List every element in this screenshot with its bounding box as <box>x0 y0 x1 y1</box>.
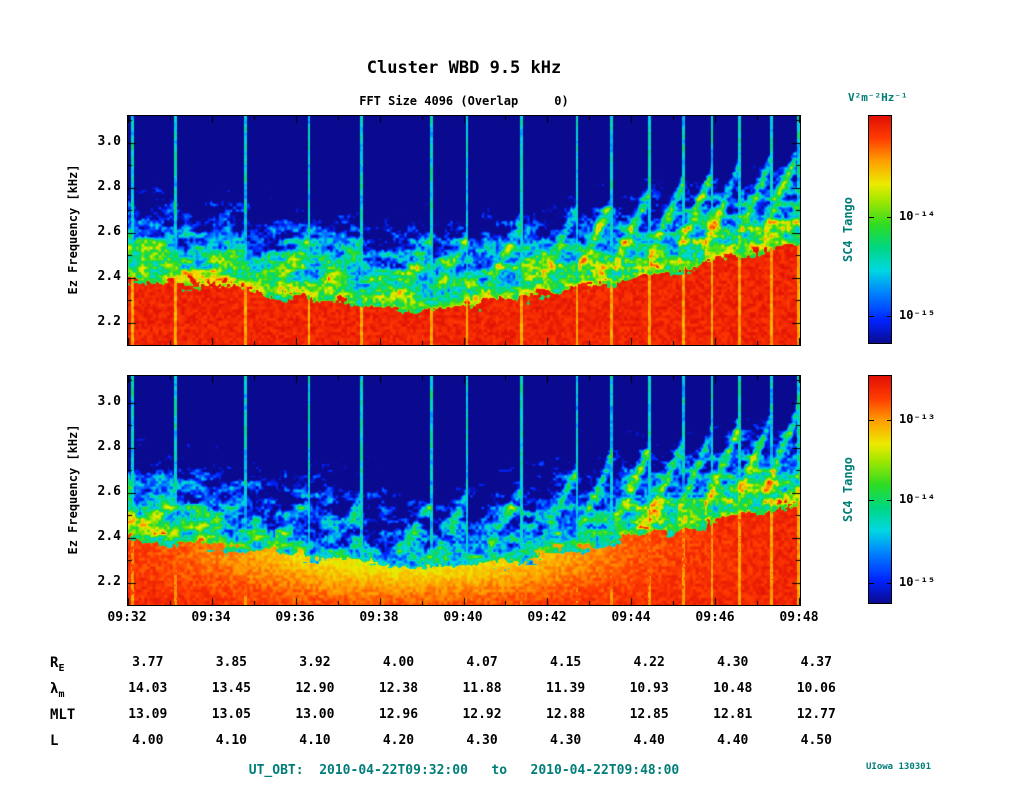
colorbar-tick-label: 10⁻¹⁴ <box>899 491 936 506</box>
ephemeris-value: 12.81 <box>713 707 753 722</box>
y-tick-label: 2.4 <box>97 528 121 544</box>
ephemeris-value: 14.03 <box>128 681 168 696</box>
ephemeris-value: 4.20 <box>382 733 415 748</box>
ephemeris-value: 4.10 <box>215 733 247 748</box>
ephemeris-value: 12.38 <box>378 681 419 696</box>
ephemeris-value: 10.93 <box>629 681 669 696</box>
y-tick-label: 2.6 <box>97 483 121 499</box>
ephemeris-value: 12.77 <box>796 707 836 722</box>
ephemeris-value: 12.96 <box>378 707 419 722</box>
y-tick-label: 3.0 <box>97 393 121 409</box>
ephemeris-value: 13.45 <box>211 681 251 696</box>
colorbar-tick-label: 10⁻¹⁴ <box>899 208 936 223</box>
ephemeris-row-label-1: λm <box>50 681 65 700</box>
colorbar-units-label: V²m⁻²Hz⁻¹ <box>848 91 908 104</box>
x-tick-label: 09:36 <box>275 610 315 625</box>
ephemeris-value: 11.88 <box>462 681 502 696</box>
colorbar-bottom <box>868 375 892 604</box>
y-tick-label: 2.2 <box>97 573 121 589</box>
y-tick-label: 2.4 <box>97 268 121 284</box>
colorbar-tick-label: 10⁻¹⁵ <box>899 575 936 590</box>
x-tick-label: 09:48 <box>779 610 819 625</box>
ephemeris-value: 11.39 <box>546 681 586 696</box>
ephemeris-value: 3.92 <box>299 655 331 670</box>
ephemeris-row-label-0: RE <box>50 655 65 674</box>
credit-stamp: UIowa 130301 <box>866 762 932 772</box>
ephemeris-row: 3.77 3.85 3.92 4.00 4.07 4.15 4.22 4.30 4.37 <box>106 655 858 670</box>
ephemeris-row-label-3: L <box>50 733 59 749</box>
colorbar-tick-mark <box>869 419 874 421</box>
y-tick-label: 2.8 <box>97 178 121 194</box>
y-axis-title-top: Ez Frequency [kHz] <box>66 164 80 295</box>
ephemeris-value: 4.30 <box>549 733 582 748</box>
x-tick-label: 09:34 <box>191 610 231 625</box>
colorbar-tick-mark <box>869 499 874 501</box>
ephemeris-value: 4.40 <box>633 733 665 748</box>
ephemeris-row: 14.03 13.45 12.90 12.38 11.88 11.39 10.93 10.48… <box>106 681 858 696</box>
colorbar-tick-mark <box>887 216 892 218</box>
ephemeris-value: 12.90 <box>295 681 335 696</box>
ephemeris-value: 4.00 <box>132 733 164 748</box>
colorbar-tick-label: 10⁻¹⁵ <box>899 307 936 322</box>
colorbar-tick-mark <box>887 583 892 585</box>
spacecraft-label-top: SC4 Tango <box>841 196 855 263</box>
ephemeris-row: 4.00 4.10 4.10 4.20 4.30 4.30 4.40 4.40 4.50 <box>106 733 858 748</box>
ephemeris-value: 10.06 <box>796 681 836 696</box>
ephemeris-value: 12.92 <box>462 707 502 722</box>
colorbar-tick-label: 10⁻¹³ <box>899 411 936 426</box>
fft-info-subtitle: FFT Size 4096 (Overlap 0) <box>359 94 569 108</box>
ephemeris-value: 13.09 <box>128 707 168 722</box>
x-tick-label: 09:32 <box>107 610 147 625</box>
ephemeris-value: 4.15 <box>549 655 582 670</box>
ephemeris-value: 13.05 <box>211 707 251 722</box>
ephemeris-value: 3.77 <box>132 655 164 670</box>
y-tick-label: 2.2 <box>97 313 121 329</box>
spacecraft-label-bottom: SC4 Tango <box>841 456 855 523</box>
ephemeris-value: 13.00 <box>295 707 335 722</box>
colorbar-tick-mark <box>869 216 874 218</box>
y-tick-label: 3.0 <box>97 133 121 149</box>
colorbar-tick-mark <box>887 315 892 317</box>
ephemeris-value: 12.88 <box>546 707 586 722</box>
y-axis-title-bottom: Ez Frequency [kHz] <box>66 424 80 555</box>
ephemeris-value: 4.30 <box>717 655 749 670</box>
ephemeris-value: 4.07 <box>466 655 498 670</box>
x-tick-label: 09:42 <box>527 610 567 625</box>
colorbar-tick-mark <box>887 419 892 421</box>
page-title: Cluster WBD 9.5 kHz <box>366 58 562 78</box>
colorbar-tick-mark <box>887 499 892 501</box>
spectrogram-canvas-bottom <box>127 375 801 606</box>
colorbar-tick-mark <box>869 583 874 585</box>
x-tick-label: 09:44 <box>611 610 651 625</box>
ephemeris-value: 4.40 <box>717 733 749 748</box>
ephemeris-value: 3.85 <box>215 655 247 670</box>
x-tick-label: 09:46 <box>695 610 735 625</box>
ut-obt-range: UT_OBT: 2010-04-22T09:32:00 to 2010-04-2… <box>248 763 680 778</box>
spectrogram-canvas-top <box>127 115 801 346</box>
ephemeris-value: 4.22 <box>633 655 665 670</box>
ephemeris-value: 4.50 <box>800 733 832 748</box>
ephemeris-row: 13.09 13.05 13.00 12.96 12.92 12.88 12.85 12.81… <box>106 707 858 722</box>
x-tick-label: 09:40 <box>443 610 483 625</box>
colorbar-tick-mark <box>869 315 874 317</box>
ephemeris-value: 4.30 <box>466 733 498 748</box>
y-tick-label: 2.6 <box>97 223 121 239</box>
ephemeris-value: 4.37 <box>800 655 832 670</box>
y-tick-label: 2.8 <box>97 438 121 454</box>
ephemeris-value: 4.10 <box>299 733 331 748</box>
x-tick-label: 09:38 <box>359 610 399 625</box>
ephemeris-value: 12.85 <box>629 707 669 722</box>
ephemeris-row-label-2: MLT <box>50 707 76 723</box>
colorbar-top <box>868 115 892 344</box>
ephemeris-value: 10.48 <box>713 681 753 696</box>
ephemeris-value: 4.00 <box>382 655 415 670</box>
